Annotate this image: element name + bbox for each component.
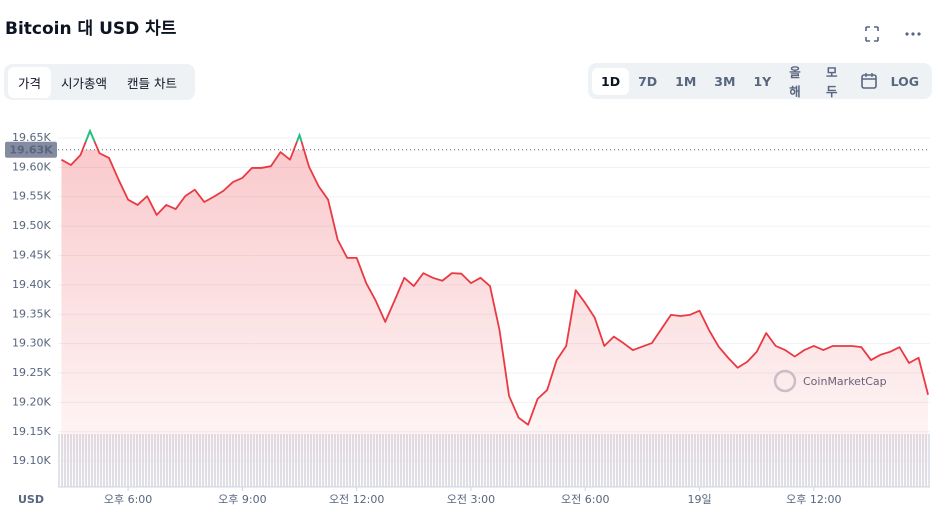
range-button[interactable]: 1D bbox=[592, 67, 630, 95]
range-button[interactable]: 모두 bbox=[826, 65, 838, 99]
y-tick-label: 19.10K bbox=[12, 454, 51, 467]
current-price-label: 19.63K bbox=[9, 144, 53, 157]
fullscreen-icon[interactable] bbox=[865, 26, 879, 42]
calendar-icon[interactable] bbox=[854, 71, 882, 91]
volume-bar-decor bbox=[928, 434, 930, 487]
y-tick-label: 19.20K bbox=[12, 395, 51, 408]
x-tick-label: 오후 6:00 bbox=[104, 493, 152, 506]
x-tick-label: 오후 9:00 bbox=[218, 493, 266, 506]
header-icons bbox=[865, 26, 921, 42]
chart: 19.10K 19.15K 19.20K 19.25K 19.30K 19.35K 19.4… bbox=[5, 128, 930, 506]
y-tick-label: 19.65K bbox=[12, 131, 51, 144]
y-tick-label: 19.30K bbox=[12, 337, 51, 350]
y-tick-label: 19.15K bbox=[12, 425, 51, 438]
more-icon[interactable] bbox=[905, 32, 909, 36]
more-icon[interactable] bbox=[917, 32, 921, 36]
x-tick-label: 오전 6:00 bbox=[561, 493, 609, 506]
range-button[interactable]: 7D bbox=[638, 73, 658, 89]
range-button[interactable]: 3M bbox=[714, 73, 736, 89]
area-fill bbox=[61, 149, 929, 487]
chart-title: Bitcoin 대 USD 차트 bbox=[5, 19, 177, 39]
tab[interactable]: 캔들 차트 bbox=[127, 75, 178, 91]
x-tick-label: 19일 bbox=[687, 492, 711, 506]
tab-group: 가격 시가총액 캔들 차트 bbox=[4, 64, 195, 100]
y-tick-label: 19.25K bbox=[12, 366, 51, 379]
y-tick-label: 19.55K bbox=[12, 190, 51, 203]
price-line bbox=[60, 130, 929, 426]
y-tick-label: 19.45K bbox=[12, 248, 51, 261]
current-price-badge bbox=[5, 141, 57, 158]
y-tick-label: 19.50K bbox=[12, 219, 51, 232]
x-tick-label: 오전 3:00 bbox=[447, 493, 495, 506]
tab[interactable]: 가격 bbox=[8, 66, 52, 98]
axis-label: USD bbox=[18, 493, 44, 506]
y-tick-label: 19.35K bbox=[12, 307, 51, 320]
more-icon[interactable] bbox=[911, 32, 915, 36]
range-button[interactable]: 1M bbox=[675, 73, 697, 89]
volume-bar-decor bbox=[58, 434, 60, 487]
range-button[interactable]: 올해 bbox=[789, 65, 801, 99]
range-button[interactable]: 1Y bbox=[753, 73, 772, 89]
log-button[interactable]: LOG bbox=[890, 73, 919, 89]
y-tick-label: 19.60K bbox=[12, 160, 51, 173]
tab[interactable]: 시가총액 bbox=[61, 75, 108, 91]
y-tick-label: 19.40K bbox=[12, 278, 51, 291]
range-group: 1D 7D 1M 3M 1Y 올해 모두 LOG bbox=[588, 63, 932, 99]
x-tick-label: 오후 12:00 bbox=[786, 493, 841, 506]
x-tick-label: 오전 12:00 bbox=[329, 493, 384, 506]
